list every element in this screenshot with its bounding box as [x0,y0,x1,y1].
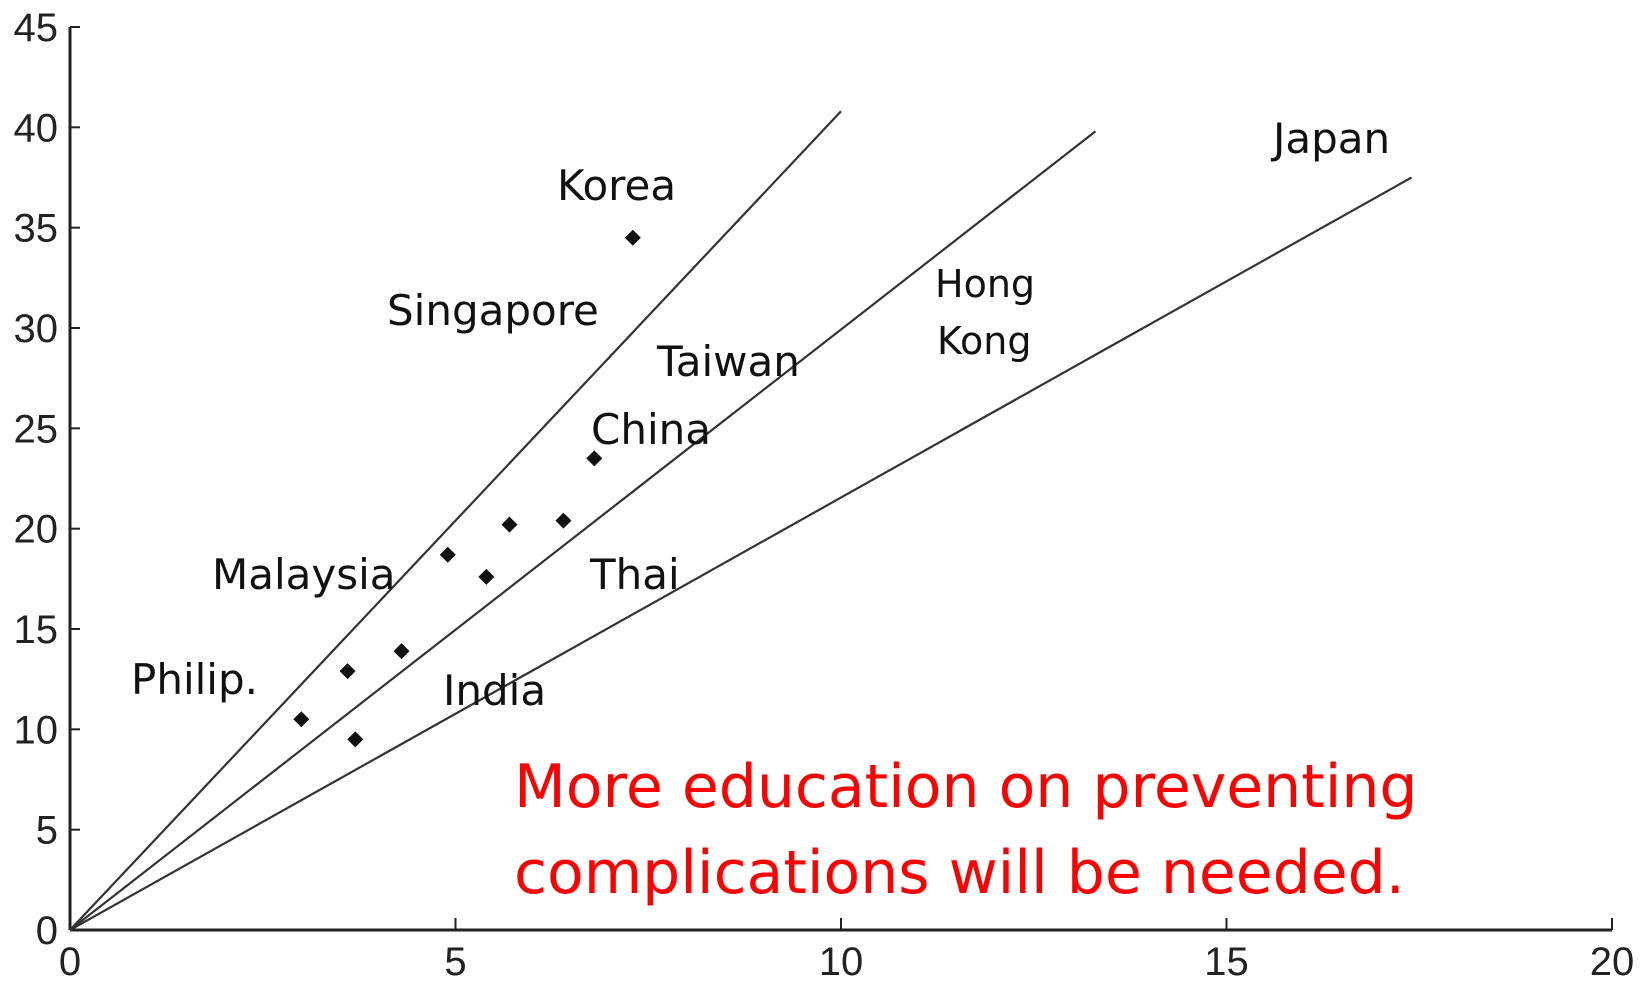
data-point [347,731,364,748]
annotation-line-1: More education on preventing [514,752,1418,822]
reference-lines [69,110,1413,931]
label-philip: Philip. [131,655,258,704]
data-point [339,663,356,680]
ticks: 0 5 10 15 20 0 5 10 15 20 25 30 35 40 45 [14,6,1635,983]
data-point [586,450,603,467]
y-tick-label: 40 [14,106,59,150]
y-tick-label: 5 [36,809,58,853]
label-malaysia: Malaysia [212,550,396,599]
y-tick-label: 25 [14,407,59,451]
y-tick-label: 35 [14,207,59,251]
data-point [293,711,310,728]
x-tick-label: 10 [819,940,864,983]
data-point [393,643,410,660]
annotation: More education on preventing complicatio… [514,752,1418,908]
label-india: India [443,666,546,715]
label-taiwan: Taiwan [656,337,800,386]
data-point [555,512,572,529]
label-japan: Japan [1270,114,1390,163]
y-tick-label: 20 [14,508,59,552]
data-point [501,516,518,533]
country-labels: Korea Singapore Taiwan China Malaysia Th… [131,114,1390,715]
x-tick-label: 5 [444,940,466,983]
reference-line [69,110,842,931]
data-points [293,229,641,748]
label-singapore: Singapore [387,286,599,335]
y-tick-label: 0 [36,909,58,953]
label-kong: Kong [937,319,1031,363]
x-tick-label: 20 [1590,940,1635,983]
label-hong: Hong [935,262,1035,306]
reference-line [69,176,1413,931]
data-point [624,229,641,246]
x-tick-label: 0 [59,940,81,983]
x-tick-label: 15 [1204,940,1249,983]
label-china: China [591,405,711,454]
reference-line [69,130,1097,931]
y-tick-label: 10 [14,708,59,752]
label-korea: Korea [557,161,676,210]
data-point [439,546,456,563]
data-point [478,568,495,585]
label-thai: Thai [589,550,680,599]
y-tick-label: 15 [14,608,59,652]
y-tick-label: 45 [14,6,59,50]
y-tick-label: 30 [14,307,59,351]
annotation-line-2: complications will be needed. [514,838,1405,908]
